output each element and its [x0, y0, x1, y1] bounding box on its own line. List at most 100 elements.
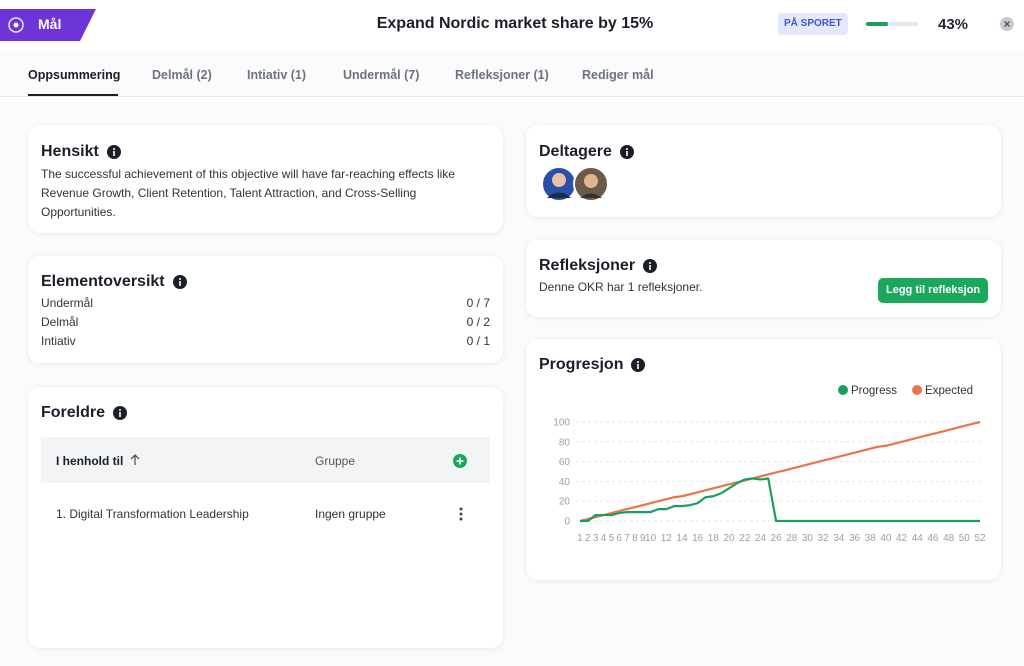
- row-value: 0 / 7: [466, 296, 490, 310]
- y-tick-label: 0: [564, 517, 570, 528]
- objective-title: Expand Nordic market share by 15%: [376, 15, 654, 32]
- x-tick-label: 40: [880, 533, 892, 544]
- x-tick-label: 14: [676, 533, 688, 544]
- table-cell: 1. Digital Transformation Leadership: [56, 507, 249, 521]
- y-tick-label: 80: [559, 437, 571, 448]
- series-line: [580, 477, 980, 523]
- x-tick-label: 32: [818, 533, 830, 544]
- y-tick-label: 20: [559, 497, 571, 508]
- info-icon: [113, 406, 128, 420]
- y-tick-label: 100: [553, 418, 570, 429]
- x-tick-label: 7: [624, 533, 630, 544]
- x-tick-label: 44: [912, 533, 924, 544]
- add-reflection-button[interactable]: Legg til refleksjon: [878, 278, 989, 303]
- info-icon: [172, 275, 187, 289]
- card-text: The successful achievement of this objec…: [41, 167, 455, 219]
- x-tick-label: 10: [645, 533, 657, 544]
- column-header: Gruppe: [315, 454, 356, 468]
- legend-marker: [912, 385, 923, 395]
- x-tick-label: 36: [849, 533, 861, 544]
- x-tick-label: 20: [723, 533, 735, 544]
- info-icon: [631, 358, 646, 372]
- x-tick-label: 18: [708, 533, 720, 544]
- tab[interactable]: Rediger mål: [582, 68, 654, 82]
- legend-label: Progress: [851, 385, 897, 397]
- tab[interactable]: Refleksjoner (1): [455, 68, 549, 82]
- tab[interactable]: Intiativ (1): [247, 68, 307, 82]
- row-label: Delmål: [41, 315, 79, 329]
- x-tick-label: 26: [771, 533, 783, 544]
- card-title: Elementoversikt: [41, 273, 165, 290]
- tab[interactable]: Delmål (2): [152, 68, 212, 82]
- x-tick-label: 24: [755, 533, 767, 544]
- row-label: Undermål: [41, 296, 94, 310]
- x-tick-label: 4: [601, 533, 607, 544]
- foreldre-card: Foreldre I henhold til Gruppe 1. Digital…: [28, 387, 503, 648]
- x-tick-label: 12: [661, 533, 673, 544]
- elementoversikt-card: Elementoversikt Undermål 0 / 7 Delmål 0 / …: [28, 256, 503, 363]
- card-title: Refleksjoner: [539, 257, 636, 274]
- progress-label: 43%: [938, 16, 969, 33]
- table-header: I henhold til Gruppe: [41, 437, 490, 483]
- tab[interactable]: Undermål (7): [343, 68, 420, 82]
- row-value: 0 / 1: [466, 334, 490, 348]
- tab-underline: [28, 94, 118, 96]
- x-tick-label: 48: [943, 533, 955, 544]
- x-tick-label: 28: [786, 533, 798, 544]
- add-button[interactable]: [453, 454, 467, 468]
- legend-marker: [838, 385, 848, 395]
- close-button[interactable]: [1000, 17, 1014, 31]
- card-title: Deltagere: [539, 143, 612, 160]
- avatars: [541, 166, 609, 202]
- sort-icon[interactable]: [129, 454, 141, 466]
- status-pill: PÅ SPORET: [778, 13, 848, 35]
- y-tick-label: 60: [559, 457, 571, 468]
- row-value: 0 / 2: [466, 315, 490, 329]
- x-tick-label: 16: [692, 533, 704, 544]
- overview-row: Undermål 0 / 7: [41, 296, 490, 310]
- hensikt-card: Hensikt The successful achievement of th…: [28, 125, 503, 233]
- x-tick-label: 34: [833, 533, 845, 544]
- info-icon: [643, 259, 658, 273]
- column-header[interactable]: I henhold til: [56, 454, 124, 468]
- row-label: Intiativ: [41, 334, 76, 348]
- x-tick-label: 3: [593, 533, 599, 544]
- card-text: Denne OKR har 1 refleksjoner.: [539, 280, 703, 294]
- progress-bar: [866, 22, 889, 26]
- refleksjoner-card: Refleksjoner Denne OKR har 1 refleksjone…: [526, 240, 1001, 317]
- legend-label: Expected: [925, 385, 973, 397]
- header: Mål Expand Nordic market share by 15% PÅ…: [0, 0, 1024, 50]
- x-tick-label: 50: [959, 533, 971, 544]
- overview-row: Intiativ 0 / 1: [41, 334, 490, 348]
- x-tick-label: 42: [896, 533, 908, 544]
- badge-label: Mål: [38, 16, 62, 32]
- x-tick-label: 8: [632, 533, 638, 544]
- progress-track: [866, 22, 918, 26]
- card-title: Hensikt: [41, 143, 99, 160]
- overview-row: Delmål 0 / 2: [41, 315, 490, 329]
- y-tick-label: 40: [559, 477, 571, 488]
- progresjon-card: Progresjon 0 20 40 60 80 100 1 2 3 4 5 6 7 8 9 10 12 14 16…: [526, 339, 1001, 580]
- badge-bg: [0, 9, 96, 41]
- tab[interactable]: Oppsummering: [28, 68, 121, 82]
- x-tick-label: 2: [585, 533, 591, 544]
- deltagere-card: Deltagere: [526, 125, 1001, 217]
- x-tick-label: 30: [802, 533, 814, 544]
- row-menu[interactable]: [458, 506, 464, 522]
- tabs-divider: [0, 96, 1024, 97]
- x-tick-label: 46: [927, 533, 939, 544]
- x-tick-label: 1: [577, 533, 583, 544]
- x-tick-label: 6: [616, 533, 622, 544]
- card-title: Progresjon: [539, 356, 624, 373]
- table-cell: Ingen gruppe: [315, 507, 386, 521]
- info-icon: [106, 145, 121, 159]
- series-line: [579, 420, 981, 523]
- x-tick-label: 52: [974, 533, 986, 544]
- x-tick-label: 38: [865, 533, 877, 544]
- x-tick-label: 5: [609, 533, 615, 544]
- x-tick-label: 22: [739, 533, 751, 544]
- x-tick-label: 9: [640, 533, 646, 544]
- info-icon: [619, 145, 634, 159]
